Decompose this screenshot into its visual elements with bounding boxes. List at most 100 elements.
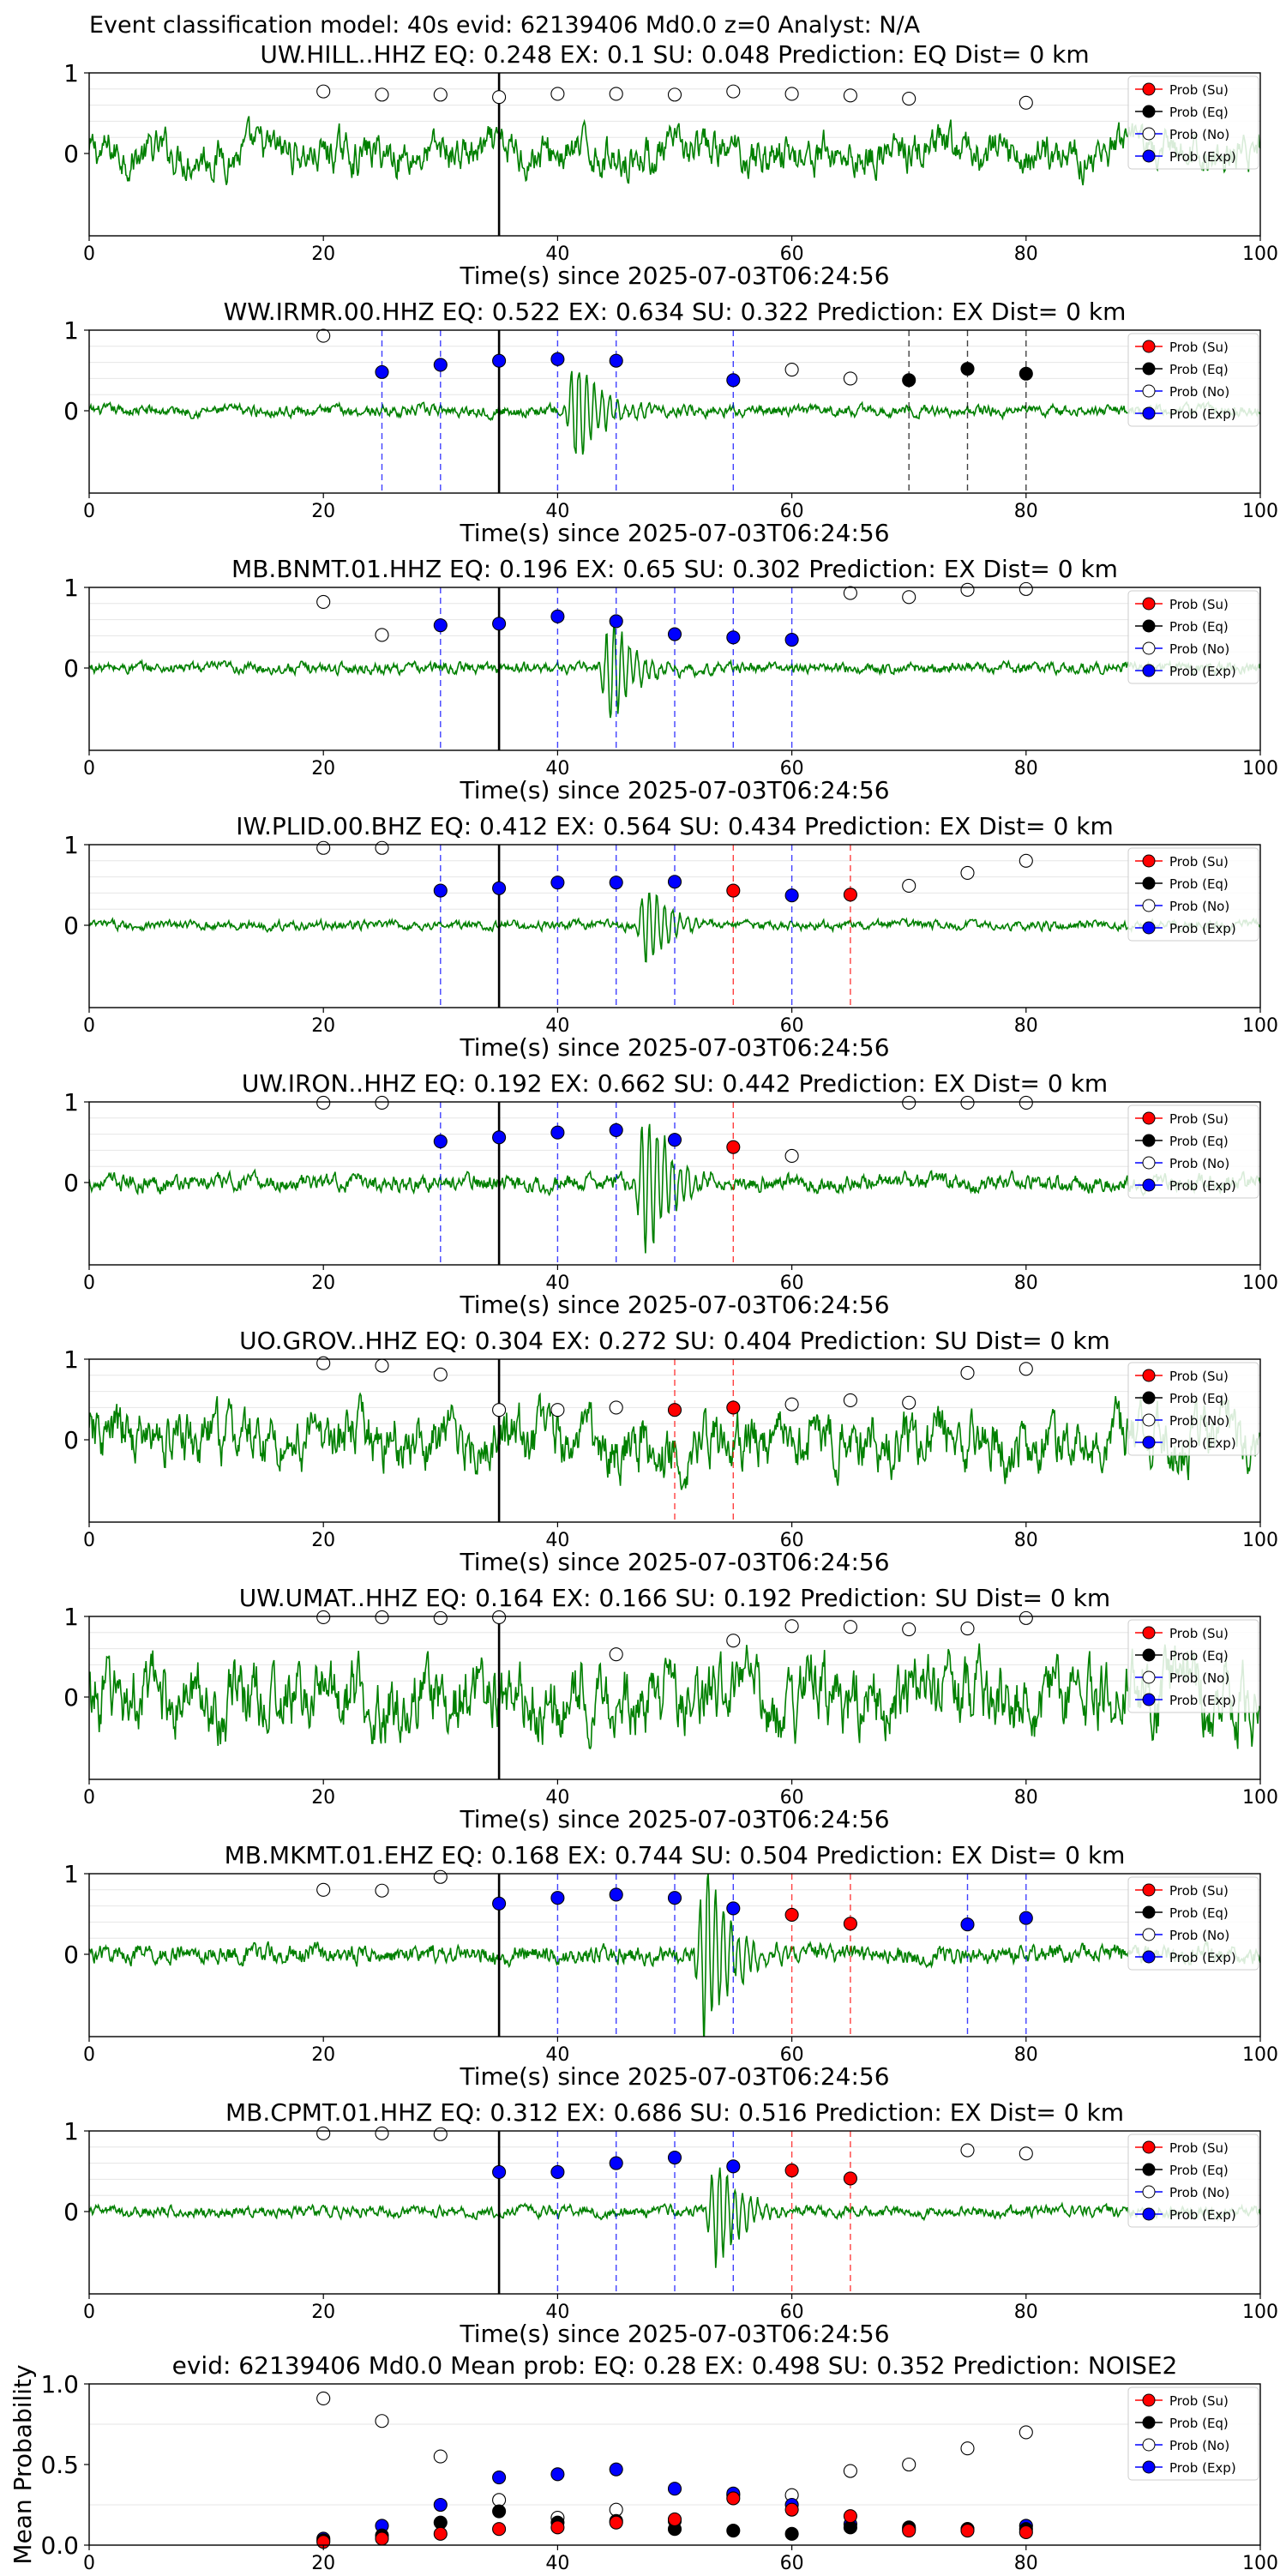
x-tick-label: 0 <box>83 2302 95 2323</box>
axes-frame <box>88 844 1261 1008</box>
prob-marker <box>433 87 448 102</box>
mean-prob-marker <box>550 2467 565 2482</box>
legend-label: Prob (No) <box>1169 127 1229 142</box>
panel-title: WW.IRMR.00.HHZ EQ: 0.522 EX: 0.634 SU: 0… <box>224 298 1127 326</box>
mean-prob-marker <box>667 2512 682 2526</box>
x-tick-label: 60 <box>780 1530 804 1551</box>
x-tick-label: 0 <box>83 758 95 779</box>
legend-label: Prob (No) <box>1169 1928 1229 1943</box>
prob-marker <box>667 1891 682 1905</box>
x-tick-label: 60 <box>780 501 804 522</box>
prob-marker <box>726 1634 741 1648</box>
x-tick-label: 80 <box>1014 1015 1038 1037</box>
legend-marker <box>1142 1693 1156 1706</box>
legend-marker <box>1142 619 1156 633</box>
legend-marker <box>1142 2438 1156 2452</box>
legend-marker <box>1142 1950 1156 1964</box>
legend-label: Prob (Eq) <box>1169 876 1229 892</box>
prob-marker <box>1019 1911 1033 1925</box>
prob-marker <box>433 1610 448 1625</box>
prob-marker <box>960 1917 975 1932</box>
prob-marker <box>843 1917 857 1931</box>
x-tick-label: 80 <box>1014 2553 1038 2573</box>
waveform-trace <box>89 892 1260 963</box>
legend-marker <box>1142 2140 1156 2154</box>
prob-marker <box>375 364 389 379</box>
x-tick-label: 80 <box>1014 501 1038 522</box>
legend-label: Prob (Su) <box>1169 2393 1229 2409</box>
waveform-panel: UW.IRON..HHZ EQ: 0.192 EX: 0.662 SU: 0.4… <box>63 1069 1278 1319</box>
x-tick-label: 100 <box>1242 1015 1278 1037</box>
prob-marker <box>902 92 916 106</box>
legend-marker <box>1142 1156 1156 1170</box>
prob-marker <box>375 1610 389 1624</box>
prob-marker <box>1019 581 1033 596</box>
prob-marker <box>902 1622 916 1637</box>
prob-marker <box>726 84 741 99</box>
prob-marker <box>609 614 623 629</box>
prob-marker <box>843 2171 857 2186</box>
x-axis-label: Time(s) since 2025-07-03T06:24:56 <box>459 1805 889 1833</box>
prob-marker <box>609 1647 623 1662</box>
prob-marker <box>784 1619 799 1634</box>
prob-marker <box>667 627 682 641</box>
prob-marker <box>492 1130 507 1145</box>
prob-marker <box>316 1356 331 1370</box>
x-tick-label: 60 <box>780 758 804 779</box>
legend-label: Prob (Eq) <box>1169 1391 1229 1406</box>
legend-marker <box>1142 406 1156 420</box>
prob-marker <box>667 1133 682 1147</box>
legend-marker <box>1142 1648 1156 1662</box>
legend-marker <box>1142 921 1156 935</box>
y-tick-label: 0.5 <box>40 2451 79 2479</box>
legend-marker <box>1142 362 1156 376</box>
prob-marker <box>726 630 741 645</box>
legend-label: Prob (Exp) <box>1169 1435 1236 1451</box>
prob-marker <box>433 1869 448 1884</box>
x-tick-label: 40 <box>545 244 569 265</box>
prob-marker <box>433 1135 448 1149</box>
x-tick-label: 20 <box>311 2302 335 2323</box>
legend-marker <box>1142 597 1156 611</box>
prob-marker <box>550 1403 565 1417</box>
y-tick-label: 1 <box>63 316 79 345</box>
prob-marker <box>550 1891 565 1905</box>
x-tick-label: 80 <box>1014 2302 1038 2323</box>
legend-label: Prob (Exp) <box>1169 406 1236 422</box>
legend-box <box>1127 1362 1259 1456</box>
axes-frame <box>88 1101 1261 1266</box>
prob-marker <box>843 888 857 902</box>
prob-marker <box>609 876 623 890</box>
legend-marker <box>1142 127 1156 141</box>
mean-prob-marker <box>609 2515 623 2530</box>
mean-probability-panel: evid: 62139406 Md0.0 Mean prob: EQ: 0.28… <box>9 2351 1278 2574</box>
legend-box <box>1127 75 1259 170</box>
legend-label: Prob (Su) <box>1169 1111 1229 1127</box>
x-tick-label: 20 <box>311 244 335 265</box>
x-tick-label: 40 <box>545 1015 569 1037</box>
prob-marker <box>784 1397 799 1411</box>
x-tick-label: 20 <box>311 1787 335 1809</box>
prob-marker <box>433 883 448 898</box>
x-tick-label: 100 <box>1242 758 1278 779</box>
prob-marker <box>609 1400 623 1415</box>
x-tick-label: 0 <box>83 1530 95 1551</box>
panel-title: MB.BNMT.01.HHZ EQ: 0.196 EX: 0.65 SU: 0.… <box>231 555 1118 583</box>
y-axis-label: Mean Probability <box>9 2364 37 2564</box>
legend-label: Prob (Exp) <box>1169 149 1236 165</box>
mean-prob-marker <box>960 2524 975 2538</box>
prob-marker <box>1019 95 1033 110</box>
waveform-panel: UW.UMAT..HHZ EQ: 0.164 EX: 0.166 SU: 0.1… <box>63 1584 1278 1833</box>
x-tick-label: 0 <box>83 1015 95 1037</box>
legend-marker <box>1142 384 1156 398</box>
legend-marker <box>1142 82 1156 96</box>
x-tick-label: 80 <box>1014 1787 1038 1809</box>
prob-marker <box>375 840 389 855</box>
legend-marker <box>1142 1905 1156 1919</box>
axes-frame <box>88 1358 1261 1523</box>
x-tick-label: 60 <box>780 1787 804 1809</box>
prob-marker <box>843 586 857 600</box>
y-tick-label: 1 <box>63 1345 79 1374</box>
x-tick-label: 0 <box>83 244 95 265</box>
prob-marker <box>960 865 975 880</box>
